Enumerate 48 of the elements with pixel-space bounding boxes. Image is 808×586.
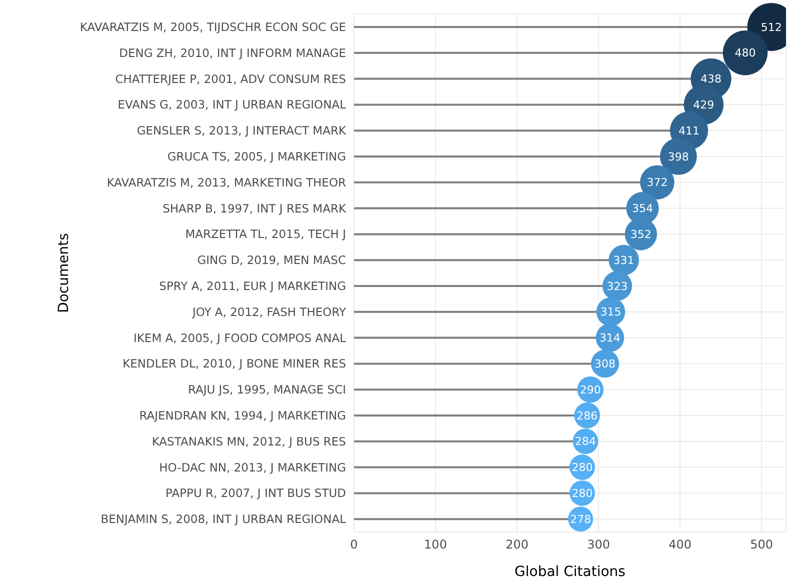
data-label: 308 — [594, 358, 616, 370]
data-label: 314 — [599, 332, 620, 345]
data-label: 331 — [613, 254, 634, 267]
y-tick-label: PAPPU R, 2007, J INT BUS STUD — [166, 486, 346, 500]
data-label: 512 — [760, 20, 782, 34]
data-label: 280 — [572, 461, 593, 474]
y-tick-label: KASTANAKIS MN, 2012, J BUS RES — [152, 434, 346, 448]
y-tick-label: SPRY A, 2011, EUR J MARKETING — [159, 279, 346, 294]
y-tick-label: DENG ZH, 2010, INT J INFORM MANAGE — [119, 46, 346, 60]
data-label: 290 — [580, 383, 601, 396]
y-tick-label: HO-DAC NN, 2013, J MARKETING — [159, 460, 346, 474]
y-tick-label: MARZETTA TL, 2015, TECH J — [185, 227, 346, 242]
y-tick-label: GING D, 2019, MEN MASC — [197, 253, 346, 268]
data-label: 284 — [574, 435, 596, 448]
y-tick-label: EVANS G, 2003, INT J URBAN REGIONAL — [118, 98, 347, 112]
data-label: 429 — [693, 98, 714, 112]
y-tick-label: RAJU JS, 1995, MANAGE SCI — [188, 382, 346, 397]
data-label: 480 — [734, 46, 756, 60]
x-tick-label: 0 — [350, 538, 358, 552]
y-tick-label: GRUCA TS, 2005, J MARKETING — [167, 150, 346, 164]
x-axis-title: Global Citations — [514, 564, 626, 580]
x-tick-label: 500 — [750, 538, 773, 552]
y-tick-label: IKEM A, 2005, J FOOD COMPOS ANAL — [134, 330, 347, 345]
y-tick-label: JOY A, 2012, FASH THEORY — [191, 304, 347, 319]
y-tick-label: KAVARATZIS M, 2005, TIJDSCHR ECON SOC GE — [80, 20, 346, 34]
y-axis-title: Documents — [56, 233, 72, 313]
data-label: 315 — [600, 306, 622, 319]
data-label: 286 — [576, 409, 598, 422]
x-tick-label: 100 — [424, 538, 447, 552]
data-label: 278 — [570, 512, 592, 526]
data-label: 398 — [668, 150, 689, 164]
y-tick-label: RAJENDRAN KN, 1994, J MARKETING — [139, 408, 346, 423]
data-label: 438 — [700, 72, 722, 86]
data-label: 372 — [646, 176, 668, 190]
y-tick-label: KAVARATZIS M, 2013, MARKETING THEOR — [106, 175, 346, 190]
x-tick-label: 200 — [506, 538, 528, 552]
data-label: 280 — [572, 487, 593, 500]
y-tick-label: BENJAMIN S, 2008, INT J URBAN REGIONAL — [100, 512, 347, 526]
data-label: 354 — [632, 202, 654, 216]
x-tick-label: 300 — [587, 538, 610, 552]
y-tick-label: GENSLER S, 2013, J INTERACT MARK — [136, 124, 346, 138]
data-label: 411 — [678, 124, 700, 138]
y-tick-label: CHATTERJEE P, 2001, ADV CONSUM RES — [115, 72, 346, 86]
data-label: 352 — [630, 228, 652, 241]
y-tick-label: KENDLER DL, 2010, J BONE MINER RES — [122, 356, 346, 371]
x-tick-label: 400 — [668, 538, 692, 552]
data-label: 323 — [606, 280, 628, 293]
y-tick-label: SHARP B, 1997, INT J RES MARK — [162, 201, 346, 216]
